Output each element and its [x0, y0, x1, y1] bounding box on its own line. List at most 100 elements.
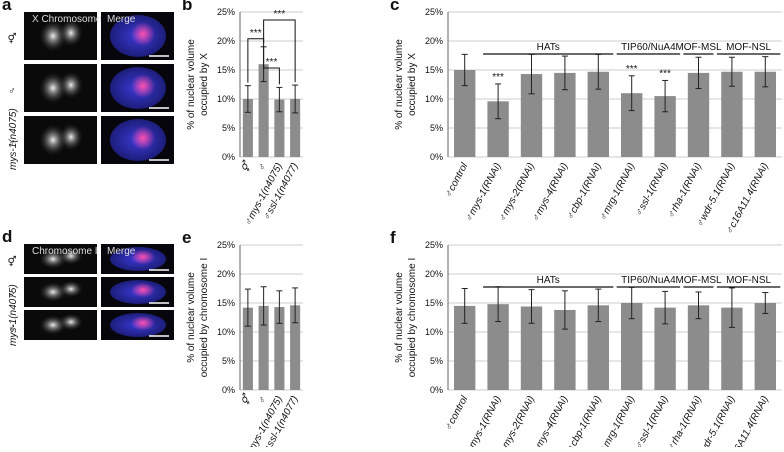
x-tick-label: ♂mys-1(RNAi): [464, 161, 504, 223]
x-tick-label: ♂ssl-1(RNAi): [634, 161, 671, 218]
bar: [274, 99, 285, 157]
row-symbol: ♂: [8, 138, 16, 149]
group-label: MOF-MSL: [675, 275, 722, 286]
y-axis-label: % of nuclear volume: [186, 39, 197, 130]
error-bar: [662, 290, 669, 325]
x-tick-label: ♂control: [443, 161, 471, 200]
bar: [258, 305, 269, 390]
error-bar: [292, 287, 299, 324]
y-tick-label: 10%: [217, 94, 235, 104]
group-label: MOF-MSL: [675, 42, 722, 53]
y-tick-label: 0%: [222, 152, 235, 162]
comparison-label: ***: [250, 28, 262, 39]
error-bar: [628, 75, 635, 112]
panel-letter: b: [182, 0, 192, 14]
y-tick-label: 5%: [430, 123, 443, 133]
panel-letter: d: [2, 227, 12, 246]
error-bar: [595, 288, 602, 323]
y-tick-label: 20%: [217, 269, 235, 279]
error-bar: [461, 288, 468, 324]
x-tick-label: ♂mys-1(RNAi): [464, 394, 504, 447]
bar: [290, 305, 301, 390]
error-bar: [260, 286, 267, 326]
y-tick-label: 25%: [217, 7, 235, 17]
y-axis-label: occupied by X: [199, 53, 210, 116]
row-symbol: ♂: [8, 86, 16, 97]
bar: [554, 72, 576, 157]
x-tick-label: ♂: [256, 161, 269, 173]
signal: [59, 71, 83, 99]
row-symbol: ♂: [8, 290, 16, 301]
x-signal: [131, 74, 155, 98]
error-bar: [461, 53, 468, 87]
y-tick-label: 20%: [425, 36, 443, 46]
bar: [721, 307, 743, 390]
x-tick-label: ⚥: [238, 392, 255, 408]
bar: [454, 70, 476, 157]
error-bar: [695, 291, 702, 320]
bar: [587, 305, 609, 390]
bar: [274, 307, 285, 390]
group-label: MOF-NSL: [726, 42, 771, 53]
y-tick-label: 5%: [430, 356, 443, 366]
column-header: Merge: [107, 246, 136, 257]
y-axis-label: % of nuclear volume: [394, 272, 405, 363]
y-tick-label: 15%: [217, 65, 235, 75]
signal: [59, 313, 83, 331]
error-bar: [762, 56, 769, 88]
x-tick-label: ♂rha-1(RNAi): [666, 394, 704, 447]
error-bar: [561, 290, 568, 330]
bar: [721, 71, 743, 157]
y-tick-label: 5%: [222, 123, 235, 133]
bar: [454, 305, 476, 390]
x-tick-label: ♂cbp-1(RNAi): [565, 161, 604, 221]
error-bar: [244, 85, 251, 113]
bar: [258, 64, 269, 157]
row-note: mys-1(n4075): [8, 284, 19, 346]
x-signal: [131, 315, 155, 331]
bar: [487, 101, 509, 157]
y-axis-label: occupied by X: [407, 53, 418, 116]
signal: [59, 280, 83, 298]
row-note: mys-1(n4075): [8, 108, 19, 170]
x-tick-label: ♂: [256, 394, 269, 406]
y-tick-label: 5%: [222, 356, 235, 366]
y-tick-label: 0%: [430, 385, 443, 395]
bar: [654, 307, 676, 390]
error-bar: [662, 79, 669, 113]
bar: [587, 71, 609, 157]
row-symbol: ⚥: [7, 255, 16, 268]
error-bar: [728, 287, 735, 328]
group-label: HATs: [537, 275, 560, 286]
y-tick-label: 15%: [425, 298, 443, 308]
y-tick-label: 10%: [217, 327, 235, 337]
bar: [290, 99, 301, 157]
x-tick-label: ⚥: [238, 159, 255, 175]
group-label: TIP60/NuA4: [621, 275, 676, 286]
error-bar: [244, 288, 251, 327]
comparison-label: ***: [266, 57, 278, 68]
bar: [754, 303, 776, 390]
y-tick-label: 25%: [425, 7, 443, 17]
x-tick-label: ♂mys-2(RNAi): [497, 394, 537, 447]
y-tick-label: 10%: [425, 94, 443, 104]
y-tick-label: 25%: [217, 240, 235, 250]
x-signal: [131, 126, 155, 150]
x-tick-label: ♂mys-4(RNAi): [530, 394, 570, 447]
signal: [59, 123, 83, 151]
error-bar: [292, 84, 299, 114]
y-tick-label: 15%: [425, 65, 443, 75]
x-signal: [131, 282, 155, 298]
comparison-bracket: [263, 43, 280, 85]
bar: [687, 72, 710, 157]
x-tick-label: ♂mys-4(RNAi): [530, 161, 570, 223]
error-bar: [495, 83, 502, 120]
y-tick-label: 25%: [425, 240, 443, 250]
y-axis-label: occupied by chromosome I: [407, 258, 418, 378]
error-bar: [762, 292, 769, 314]
group-label: HATs: [537, 42, 560, 53]
group-label: TIP60/NuA4: [621, 42, 676, 53]
bar: [621, 93, 643, 157]
bar: [242, 307, 253, 390]
signal: [59, 19, 83, 47]
